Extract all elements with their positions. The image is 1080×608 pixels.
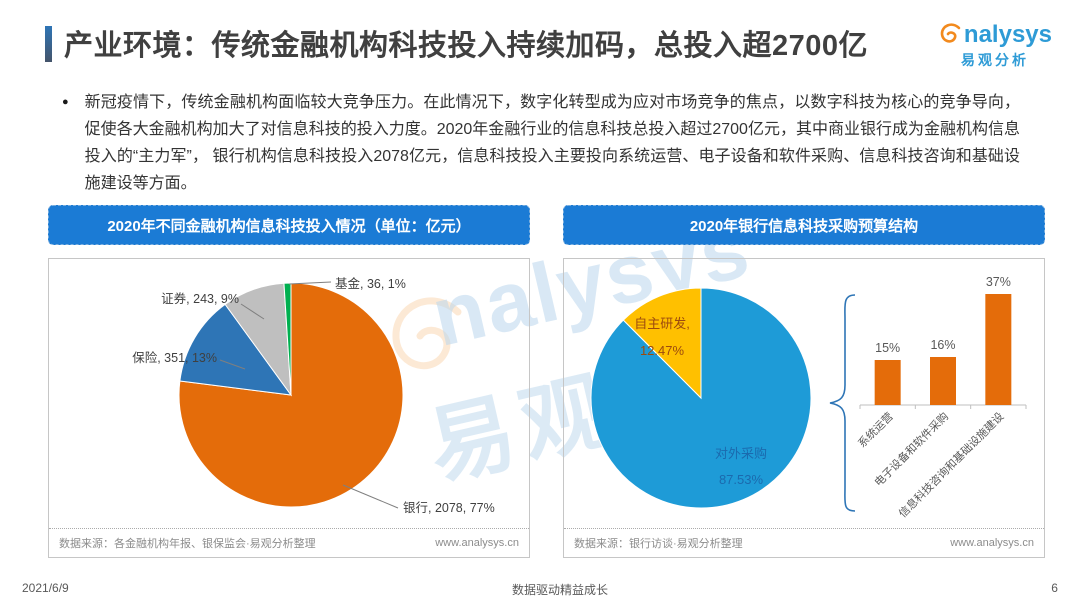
pie-slice-label: 基金, 36, 1%	[335, 276, 406, 291]
right-chart-title: 2020年银行信息科技采购预算结构	[563, 205, 1045, 245]
bar-value-label: 16%	[930, 338, 955, 352]
analysys-logo-text: nalysys	[963, 21, 1052, 48]
brace-connector	[829, 294, 856, 512]
footer-page-number: 6	[1051, 581, 1058, 595]
bullet-icon: ●	[62, 96, 69, 108]
slide-footer: 2021/6/9 数据驱动精益成长 6	[22, 581, 1058, 598]
bar-3	[985, 294, 1012, 405]
analysys-logo: nalysys 易观分析	[938, 22, 1052, 70]
footer-date: 2021/6/9	[22, 581, 69, 595]
pie-slice-label: 自主研发, 12.47%	[634, 316, 690, 358]
financial-institutions-pie-chart: 银行, 2078, 77% 保险, 351, 13% 证券, 243, 9% 基金, …	[132, 276, 495, 515]
bank-procurement-budget-chart: 对外采购 87.53%自主研发, 12.47% 15%系统运营16%电子设备和软件采购…	[590, 275, 1027, 520]
left-source-text: 数据来源：各金融机构年报、银保监会·易观分析整理	[59, 538, 316, 550]
summary-paragraph: 新冠疫情下，传统金融机构面临较大竞争压力。在此情况下，数字化转型成为应对市场竞争…	[84, 94, 1020, 192]
right-source-text: 数据来源：银行访谈·易观分析整理	[574, 538, 743, 550]
analysys-logo-chinese: 易观分析	[960, 52, 1029, 68]
right-website-text: www.analysys.cn	[950, 537, 1034, 549]
bar-category-label: 信息科技咨询和基础设施建设	[895, 409, 1006, 520]
pie-slice-2	[622, 287, 702, 400]
pie-label-leader-line	[219, 359, 246, 370]
pie-slice-2	[179, 303, 293, 396]
footer-slogan: 数据驱动精益成长	[512, 583, 609, 597]
left-chart-title: 2020年不同金融机构信息科技投入情况（单位：亿元）	[48, 205, 530, 245]
bar-value-label: 15%	[875, 341, 900, 355]
bar-1	[874, 360, 901, 405]
left-source-row: 数据来源：各金融机构年报、银保监会·易观分析整理 www.analysys.cn	[49, 528, 529, 557]
title-row: 产业环境：传统金融机构科技投入持续加码，总投入超2700亿 nalysys 易观…	[45, 22, 1052, 70]
left-chart-panel: 银行, 2078, 77% 保险, 351, 13% 证券, 243, 9% 基金, …	[48, 258, 530, 558]
bar-2	[930, 357, 956, 405]
bar-category-label: 系统运营	[855, 409, 896, 450]
pie-slice-label: 银行, 2078, 77%	[403, 501, 495, 515]
pie-slice-label: 证券, 243, 9%	[161, 291, 239, 306]
title-accent-bar	[45, 26, 52, 62]
analysys-logo-word: nalysys	[938, 22, 1052, 48]
right-source-row: 数据来源：银行访谈·易观分析整理 www.analysys.cn	[564, 528, 1044, 557]
pie-label-leader-line	[240, 303, 265, 320]
summary-block: ● 新冠疫情下，传统金融机构面临较大竞争压力。在此情况下，数字化转型成为应对市场…	[62, 89, 1020, 197]
page-title: 产业环境：传统金融机构科技投入持续加码，总投入超2700亿	[64, 30, 869, 62]
analysys-swirl-icon	[938, 22, 964, 48]
pie-label-leader-line	[288, 281, 332, 285]
pie-slice-4	[283, 282, 292, 396]
bar-value-label: 37%	[986, 275, 1011, 289]
pie-slice-label: 对外采购 87.53%	[715, 446, 767, 487]
left-website-text: www.analysys.cn	[435, 537, 519, 549]
pie-slice-label: 保险, 351, 13%	[132, 350, 217, 365]
right-chart-panel: 对外采购 87.53% 自主研发, 12.47% 15% 系统运营 16% 电子设备和软件采购…	[563, 258, 1045, 558]
pie-label-leader-line	[342, 484, 399, 509]
